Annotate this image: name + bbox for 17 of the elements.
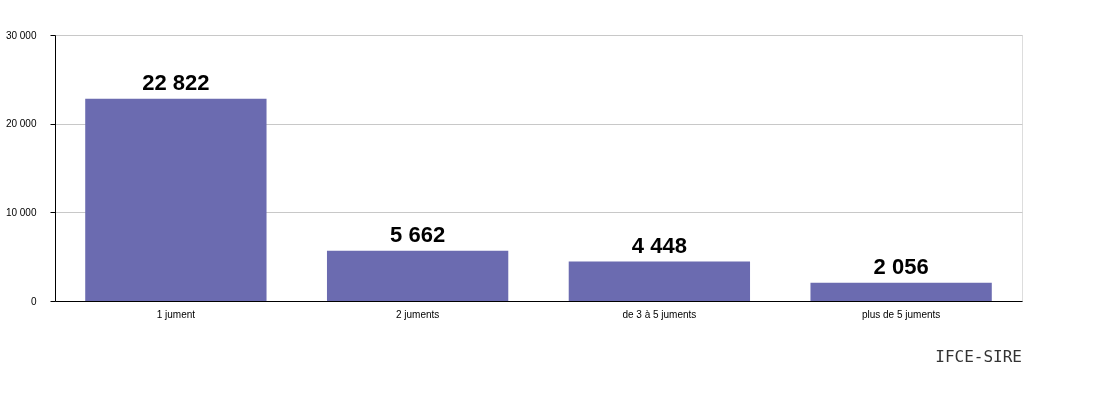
bar: [810, 282, 992, 301]
y-tick-label: 10 000: [5, 206, 37, 218]
bar: [326, 250, 509, 301]
x-tick-label: de 3 à 5 juments: [622, 308, 697, 320]
data-label: 5 662: [390, 221, 446, 247]
y-tick-label: 30 000: [5, 29, 37, 41]
bar: [568, 261, 751, 301]
x-tick-label: 1 jument: [156, 308, 196, 320]
x-tick-label: 2 juments: [395, 308, 440, 320]
text: IFCE-SIRE: [935, 347, 1022, 366]
bar: [85, 98, 267, 301]
data-label: 4 448: [631, 232, 687, 258]
y-tick-label: 0: [30, 295, 37, 307]
x-tick-label: plus de 5 juments: [861, 308, 941, 320]
data-label: 22 822: [142, 69, 210, 95]
y-tick-label: 20 000: [5, 118, 37, 130]
data-label: 2 056: [873, 253, 929, 279]
